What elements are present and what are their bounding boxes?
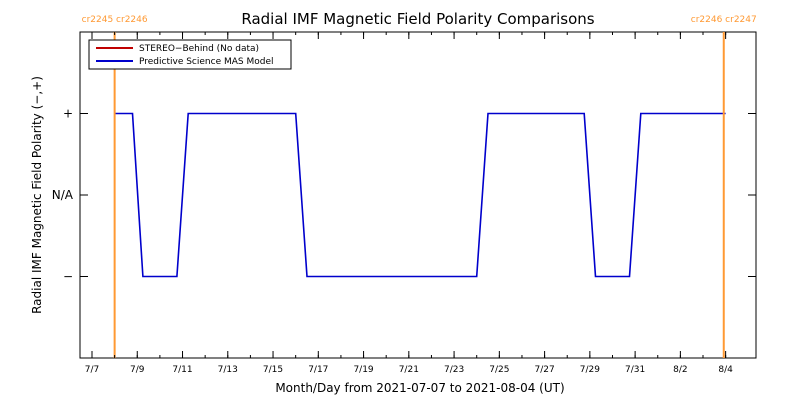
x-tick-label: 7/21	[399, 365, 419, 375]
plot-frame	[79, 31, 757, 359]
x-tick-label: 7/31	[625, 365, 645, 375]
x-tick-label: 7/27	[534, 365, 554, 375]
x-tick-label: 7/15	[263, 365, 283, 375]
x-tick-label: 7/7	[85, 365, 99, 375]
series-line-1	[114, 112, 726, 278]
x-tick-label: 7/25	[489, 365, 509, 375]
y-axis-title: Radial IMF Magnetic Field Polarity (−,+)	[30, 76, 44, 314]
legend-label-model: Predictive Science MAS Model	[139, 57, 274, 67]
x-tick-label: 7/29	[580, 365, 600, 375]
x-axis-title: Month/Day from 2021-07-07 to 2021-08-04 …	[275, 381, 564, 395]
x-tick-layer: 7/7 7/9 7/11 7/13 7/15 7/17 7/19 7/21 7/23 7/25 7/…	[85, 32, 733, 375]
legend-label-stereo: STEREO−Behind (No data)	[139, 44, 259, 54]
x-tick-label: 7/17	[308, 365, 328, 375]
y-tick-label: N/A	[52, 188, 74, 202]
y-tick-label: −	[63, 270, 73, 284]
x-tick-label: 7/9	[130, 365, 145, 375]
legend: STEREO−Behind (No data) Predictive Scien…	[88, 39, 292, 70]
x-tick-label: 7/19	[353, 365, 373, 375]
series-layer	[114, 112, 726, 278]
x-tick-label: 8/4	[718, 365, 733, 375]
x-tick-label: 7/13	[218, 365, 238, 375]
legend-box	[88, 39, 292, 70]
y-tick-label: +	[63, 107, 73, 121]
y-tick-layer: + N/A −	[52, 107, 756, 284]
x-tick-label: 7/11	[172, 365, 192, 375]
x-tick-label: 7/23	[444, 365, 464, 375]
carrington-marker-layer: cr2245 cr2246 cr2246 cr2247	[82, 15, 757, 358]
x-tick-label: 8/2	[673, 365, 687, 375]
chart-title: Radial IMF Magnetic Field Polarity Compa…	[241, 10, 594, 28]
carrington-marker-label: cr2245 cr2246	[82, 15, 148, 25]
carrington-marker-label: cr2246 cr2247	[691, 15, 757, 25]
